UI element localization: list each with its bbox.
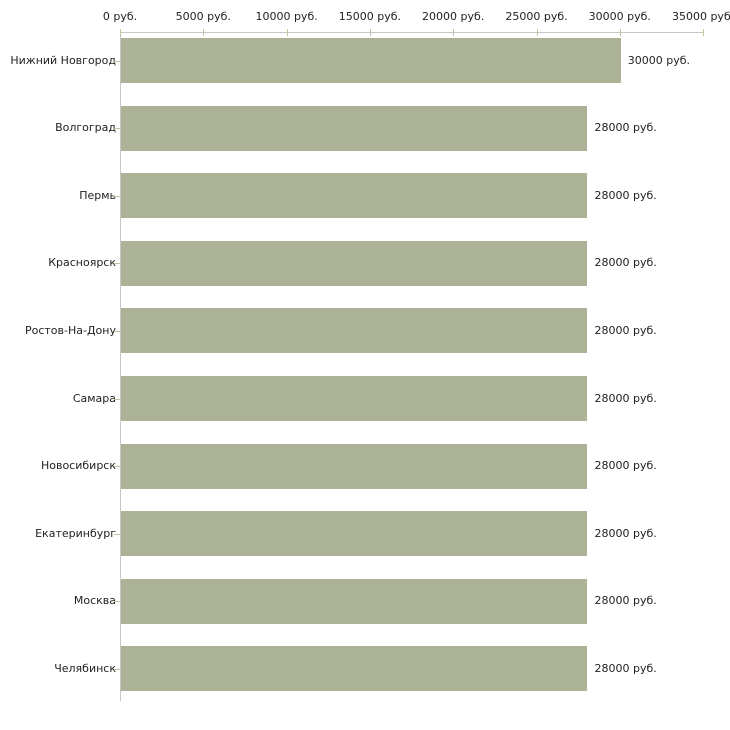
bar-row [121,646,588,692]
bar-row [121,105,588,151]
x-axis-line [120,32,704,33]
value-label: 28000 руб. [594,188,657,202]
value-label: 28000 руб. [594,121,657,135]
x-tick-label: 30000 руб. [588,10,651,23]
x-tick-mark [203,29,205,36]
category-label: Волгоград [55,121,116,135]
x-tick-mark [120,29,121,36]
x-tick-mark [536,29,538,36]
x-tick-label: 25000 руб. [505,10,568,23]
bar-row [121,240,588,286]
x-tick-mark [703,29,705,36]
x-tick-mark [369,29,371,36]
value-label: 28000 руб. [594,256,657,270]
y-tick-mark [114,668,120,670]
x-tick-mark [453,29,455,36]
y-tick-mark [114,533,120,535]
bar-row [121,308,588,354]
y-tick-mark [114,398,120,400]
category-label: Красноярск [48,256,116,270]
bar-row [121,578,588,624]
bar-row [121,511,588,557]
x-tick-mark [619,29,621,36]
category-label: Нижний Новгород [10,53,116,67]
value-label: 28000 руб. [594,594,657,608]
category-label: Новосибирск [40,459,116,473]
x-tick-mark [286,29,288,36]
y-tick-mark [114,128,120,130]
y-tick-mark [114,195,120,197]
value-label: 28000 руб. [594,459,657,473]
category-label: Самара [72,391,116,405]
y-tick-mark [114,60,120,62]
x-tick-label: 10000 руб. [255,10,318,23]
value-label: 30000 руб. [627,53,691,67]
y-tick-mark [114,263,120,265]
category-label: Ростов-На-Дону [24,323,116,337]
value-label: 28000 руб. [594,661,657,675]
bar-row [121,173,588,219]
y-tick-mark [114,330,120,332]
y-tick-mark [114,466,120,468]
bar-row [121,443,588,489]
y-tick-mark [114,601,120,603]
bar-row [121,38,621,83]
category-label: Пермь [79,188,116,202]
x-tick-label: 15000 руб. [338,10,402,23]
value-label: 28000 руб. [594,391,657,405]
category-label: Екатеринбург [35,526,116,540]
x-tick-label: 5000 руб. [175,10,231,23]
x-tick-label: 20000 руб. [422,10,485,23]
value-label: 28000 руб. [594,526,657,540]
bar-row [121,376,588,421]
value-label: 28000 руб. [594,323,657,337]
x-tick-label: 0 руб. [102,10,138,23]
x-tick-label: 35000 руб. [671,10,730,23]
y-axis-line [120,32,121,701]
category-label: Москва [73,594,116,608]
category-label: Челябинск [54,661,116,675]
